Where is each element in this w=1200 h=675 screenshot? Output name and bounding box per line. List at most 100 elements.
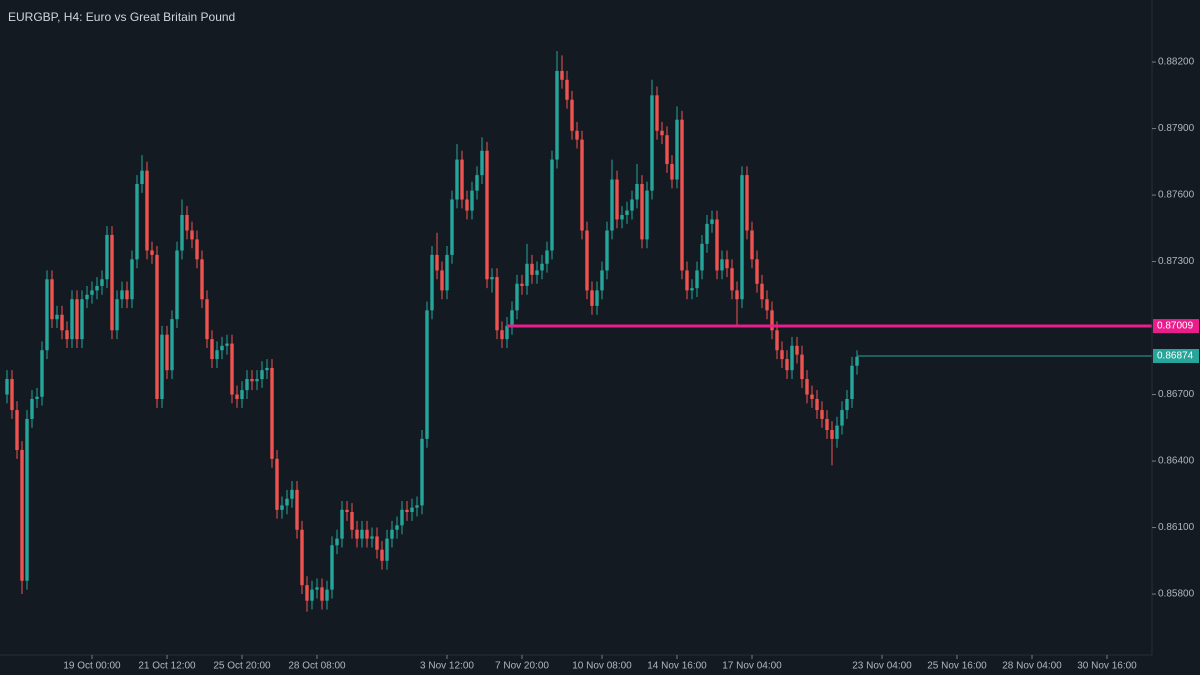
candle-body [815, 398, 819, 411]
candle-body [110, 234, 114, 331]
price-level-tag [1153, 319, 1199, 334]
candle-body [835, 425, 839, 439]
candle-body [685, 270, 689, 291]
candle-body [730, 268, 734, 291]
x-tick-label: 23 Nov 04:00 [852, 661, 912, 672]
candle-body [240, 390, 244, 399]
candle-body [690, 288, 694, 291]
candle-body [665, 135, 669, 165]
y-tick-label: 0.85800 [1158, 589, 1195, 600]
candle-body [660, 130, 664, 136]
candle-body [630, 199, 634, 211]
candle-body [170, 319, 174, 371]
candle-body [120, 290, 124, 300]
candle-body [265, 367, 269, 371]
candle-body [460, 159, 464, 200]
candle-body [130, 259, 134, 300]
candle-body [545, 250, 549, 264]
candle-body [400, 509, 404, 526]
candle-body [260, 370, 264, 380]
candle-body [430, 254, 434, 311]
candle-body [345, 509, 349, 513]
candle-body [235, 394, 239, 399]
candle-body [855, 356, 859, 366]
candle-body [115, 299, 119, 331]
candle-body [600, 270, 604, 291]
x-tick-label: 25 Oct 20:00 [213, 661, 271, 672]
candle-body [780, 350, 784, 360]
candle-body [200, 259, 204, 300]
candle-body [290, 489, 294, 499]
candle-body [825, 418, 829, 431]
candle-body [330, 545, 334, 590]
candle-body [805, 379, 809, 395]
candle-body [500, 330, 504, 340]
candle-body [45, 279, 49, 351]
candle-body [680, 119, 684, 271]
price-level-tag [1153, 348, 1199, 363]
candle-body [100, 279, 104, 286]
candle-body [380, 549, 384, 561]
candle-body [740, 175, 744, 300]
x-tick-label: 3 Nov 12:00 [420, 661, 474, 672]
candle-body [480, 150, 484, 176]
candle-body [420, 438, 424, 506]
axes: 0.85800 0.86100 0.86400 0.86700 0.87300 0.876… [63, 57, 1199, 672]
candle-body [205, 299, 209, 340]
candle-body [385, 538, 389, 561]
candle-body [85, 294, 89, 300]
candle-body [610, 179, 614, 231]
candle-body [150, 250, 154, 255]
candle-body [570, 99, 574, 131]
candle-body [850, 365, 854, 399]
candle-body [410, 507, 414, 513]
y-tick-label: 0.86700 [1158, 389, 1195, 400]
candle-body [435, 254, 439, 271]
candle-body [520, 283, 524, 286]
candle-body [335, 538, 339, 546]
candle-body [555, 70, 559, 160]
candle-body [15, 410, 19, 450]
plot-area [5, 50, 1152, 612]
candle-body [405, 509, 409, 513]
candle-body [735, 290, 739, 300]
y-tick-label: 0.86100 [1158, 522, 1195, 533]
candle-body [775, 330, 779, 351]
candle-body [760, 283, 764, 300]
candle-body [350, 512, 354, 530]
candle-body [145, 170, 149, 251]
candle-body [575, 130, 579, 140]
candle-body [710, 219, 714, 224]
candle-body [695, 270, 699, 289]
candle-body [750, 230, 754, 260]
candle-body [5, 379, 9, 395]
candle-body [65, 330, 69, 340]
candle-body [215, 350, 219, 360]
candle-body [275, 458, 279, 510]
chart-title: EURGBP, H4: Euro vs Great Britain Pound [8, 10, 235, 24]
y-tick-label: 0.87300 [1158, 256, 1195, 267]
candle-body [465, 199, 469, 211]
candle-body [320, 587, 324, 601]
candle-body [770, 310, 774, 331]
candle-body [615, 179, 619, 220]
candle-body [490, 277, 494, 280]
candle-body [325, 589, 329, 601]
candle-body [135, 183, 139, 260]
candle-body [580, 139, 584, 231]
x-tick-label: 28 Oct 08:00 [288, 661, 346, 672]
candle-body [455, 159, 459, 200]
candle-body [655, 95, 659, 131]
price-level-label: 0.86874 [1157, 351, 1194, 362]
candle-body [485, 150, 489, 280]
candle-body [190, 230, 194, 240]
candle-body [515, 283, 519, 311]
candle-body [650, 95, 654, 191]
candle-body [820, 410, 824, 419]
candle-body [625, 210, 629, 216]
candle-body [725, 259, 729, 269]
candle-body [210, 339, 214, 360]
candle-body [370, 536, 374, 539]
candle-body [540, 263, 544, 271]
candle-body [75, 299, 79, 340]
